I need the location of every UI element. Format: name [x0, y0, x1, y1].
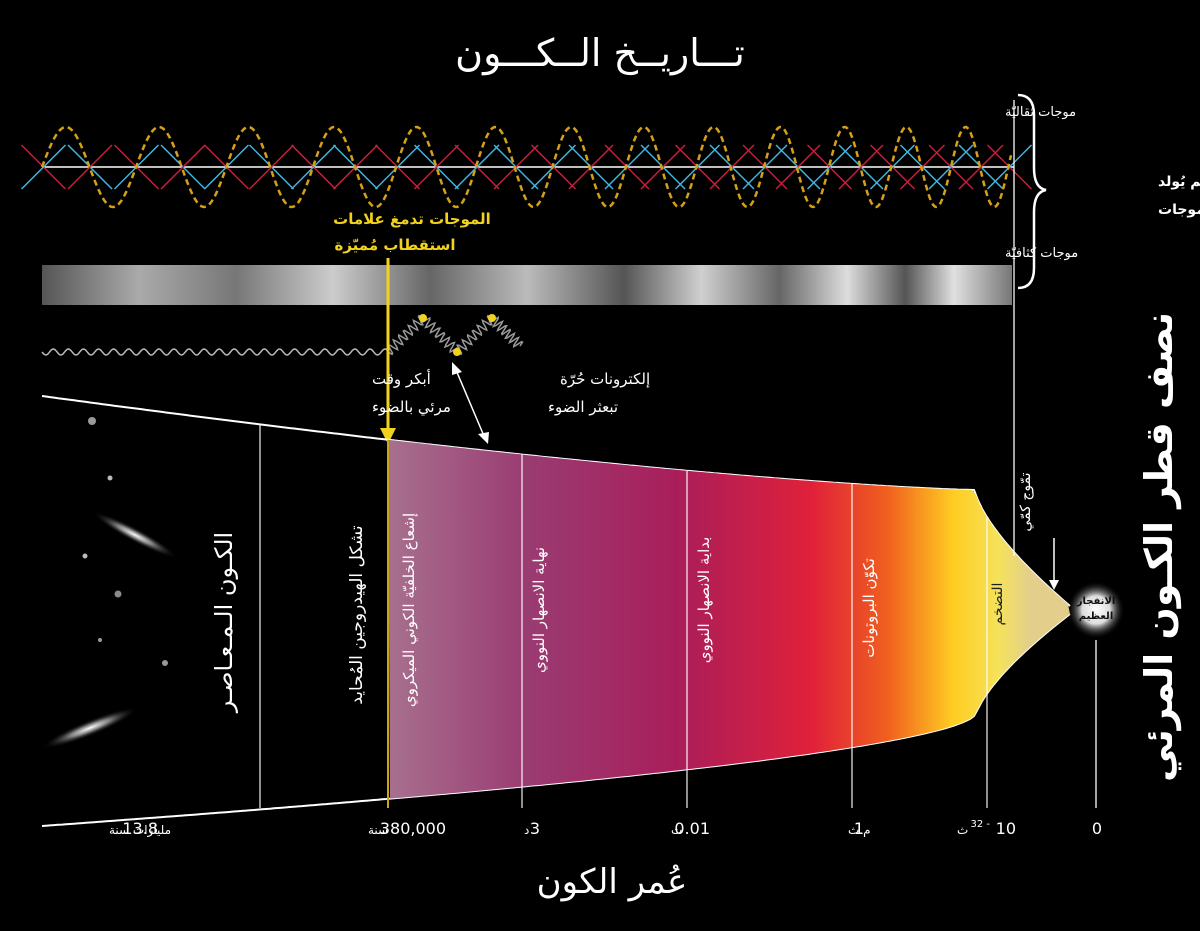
era-protons-label: تكوّن البروتونات: [860, 558, 878, 658]
tick-value: 10: [996, 819, 1016, 838]
tick-value: 0.01: [674, 819, 710, 838]
electrons-line1: إلكترونات حُرّة: [560, 370, 650, 388]
earliest-light-line1: أبكر وقت: [372, 369, 431, 388]
tick-value: 3: [530, 819, 540, 838]
star-icon: [162, 660, 168, 666]
inflation-note-line1: التضخم يُولد: [1158, 174, 1200, 190]
era-inflation-label: التضخم: [990, 583, 1006, 626]
time-axis-ticks: 13.8 مليارات سنة 380,000 سنة 3 د 0.01 ث …: [109, 819, 1102, 838]
polarization-stroke: [160, 144, 206, 190]
era-neutral-hydrogen-label: تشكل الهيدروجين المُحايد: [347, 525, 367, 705]
tick-value: 1: [854, 819, 864, 838]
tick-value: 0: [1092, 819, 1102, 838]
tick-unit: ث: [671, 823, 682, 837]
polarization-stroke: [493, 144, 539, 190]
era-nucleosynthesis-start-label: بداية الانصهار النووي: [695, 537, 714, 664]
tensor-wave-label: موجات ثقاليّة: [1005, 105, 1076, 120]
polarization-stroke: [290, 144, 337, 190]
early-universe-region: [388, 439, 1070, 799]
big-bang-icon: [1068, 582, 1124, 638]
star-icon: [114, 590, 122, 598]
era-modern-label: الكـون الـمـعـاصـر: [210, 532, 238, 713]
polarization-note-line1: الموجات تدمغ علامات: [333, 210, 491, 228]
electrons-line2: تبعثر الضوء: [548, 398, 618, 416]
galaxy-field: [41, 417, 178, 749]
star-icon: [82, 553, 88, 559]
tick-value: 380,000: [380, 819, 446, 838]
electron-dot: [419, 314, 427, 322]
earliest-light-line2: مرئي بالضوء: [372, 398, 451, 417]
fluctuation-arrowhead: [1049, 580, 1059, 590]
tick-unit: ث: [957, 823, 968, 837]
era-cmb-label: إشعاع الخلفيّة الكوني الميكروي: [400, 513, 419, 707]
waves-brace: [1017, 93, 1047, 290]
tick-value: 13.8: [122, 819, 158, 838]
big-bang-line1: الانفجار: [1076, 596, 1116, 607]
galaxy-icon: [92, 511, 178, 559]
star-icon: [98, 638, 102, 642]
scatter-arrowhead-bottom: [478, 432, 489, 444]
star-icon: [88, 417, 96, 425]
galaxy-icon: [41, 707, 139, 749]
tensor-wave: [40, 125, 1013, 209]
polarization-stroke: [640, 144, 686, 190]
polarization-stroke: [454, 144, 500, 190]
polarization-stroke: [838, 144, 884, 190]
scatter-arrowhead-top: [452, 362, 462, 375]
polarization-note-line2: استقطاب مُميّزة: [334, 236, 455, 254]
tick-unit: سنة: [368, 823, 388, 837]
polarization-stroke: [709, 144, 755, 190]
tick-unit: م.ث: [848, 823, 871, 837]
big-bang-line2: العظيم: [1079, 611, 1114, 622]
polarization-stroke: [248, 144, 295, 190]
polarization-crosses: [20, 144, 1033, 190]
star-icon: [107, 475, 113, 481]
electron-dot: [488, 314, 496, 322]
polarization-stroke: [413, 144, 460, 190]
era-divider-lines: [259, 100, 1097, 808]
axis-title: عُمر الكون: [537, 862, 688, 902]
tick-unit: مليارات سنة: [109, 823, 171, 838]
density-wave-label: موجات كثافيّة: [1005, 246, 1078, 261]
inflation-note-line2: نوعان من الموجات: [1158, 202, 1200, 218]
era-nucleosynthesis-end-label: نهاية الانصهار النووي: [530, 547, 549, 673]
polarization-stroke: [20, 144, 67, 190]
tick-unit: د: [524, 823, 529, 837]
polarization-stroke: [568, 144, 614, 190]
wave-panel: [20, 125, 1033, 209]
polarization-stroke: [67, 144, 113, 190]
quantum-fluctuations-label: تمّوج كمّي: [1018, 472, 1034, 531]
scatter-arrow: [455, 369, 485, 437]
density-strip: [42, 265, 1012, 305]
polarization-stroke: [374, 144, 421, 190]
electron-dot: [453, 348, 461, 356]
side-title: نصف قطر الكـون المرئي: [1137, 312, 1181, 782]
page-title: تـــاريــخ الــكـــون: [455, 31, 745, 76]
light-wave: [41, 348, 389, 356]
polarization-stroke: [806, 144, 853, 190]
tick-exponent: 32 -: [970, 819, 990, 830]
polarization-arrowhead: [380, 428, 396, 444]
